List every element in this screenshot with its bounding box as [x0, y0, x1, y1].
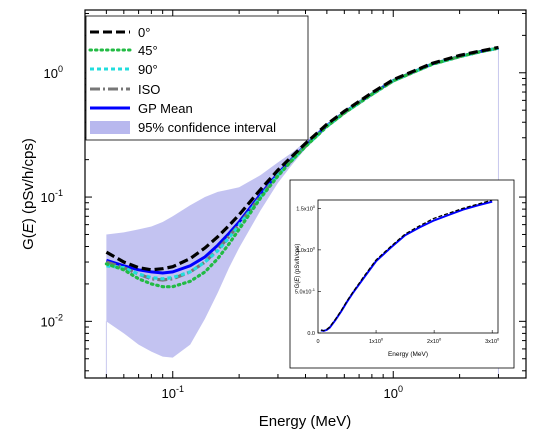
x-axis-label: Energy (MeV)	[259, 413, 352, 430]
x-tick-label: 100	[384, 384, 403, 401]
legend-frame	[85, 15, 309, 141]
legend-label-iso: ISO	[138, 82, 160, 97]
inset-x-tick-label: 2x100	[427, 337, 442, 346]
inset-plot-frame	[317, 199, 499, 334]
inset-x-tick-label: 1x100	[369, 337, 384, 346]
legend-label-confidence-interval: 95% confidence interval	[138, 120, 276, 135]
inset-x-tick-label: 3x100	[485, 337, 500, 346]
inset-y-tick-label: 5.0x10-1	[295, 287, 316, 296]
main-plot: 10-1 100 10-2 10-1 100 Energy (MeV) G(E) (pS…	[20, 9, 527, 430]
series-line-0deg	[105, 45, 499, 272]
inset-x-axis-label: Energy (MeV)	[388, 351, 428, 358]
inset-y-tick-label: 1.5x100	[296, 204, 316, 213]
x-tick-label: 10-1	[162, 384, 184, 401]
inset-background	[289, 179, 515, 369]
inset-y-axis-label: G(E) (pSv/h/cps)	[295, 244, 301, 289]
y-tick-label: 10-2	[41, 312, 63, 329]
legend-label-45deg: 45°	[138, 43, 158, 58]
inset-x-tick-label: 0	[316, 339, 319, 345]
inset-plot: 0 1x100 2x100 3x100 0.0 5.0x10-1 1.0x100 1.5x10…	[289, 179, 515, 369]
y-tick-label: 100	[44, 64, 63, 81]
inset-series-line-0deg	[320, 200, 493, 332]
y-axis-label: G(E) (pSv/h/cps)	[20, 138, 37, 250]
legend-label-gp-mean: GP Mean	[138, 101, 193, 116]
confidence-band	[106, 47, 499, 358]
inset-y-tick-label: 1.0x100	[296, 245, 316, 254]
series-line-45deg	[104, 46, 501, 289]
legend-label-90deg: 90°	[138, 62, 158, 77]
legend-label-0deg: 0°	[138, 25, 150, 40]
y-tick-label: 10-1	[41, 188, 63, 205]
inset-y-tick-label: 0.0	[307, 331, 315, 337]
legend: 0° 45° 90° ISO GP Mean 95% confidence in…	[85, 15, 309, 141]
legend-swatch-confidence-interval	[90, 121, 130, 134]
